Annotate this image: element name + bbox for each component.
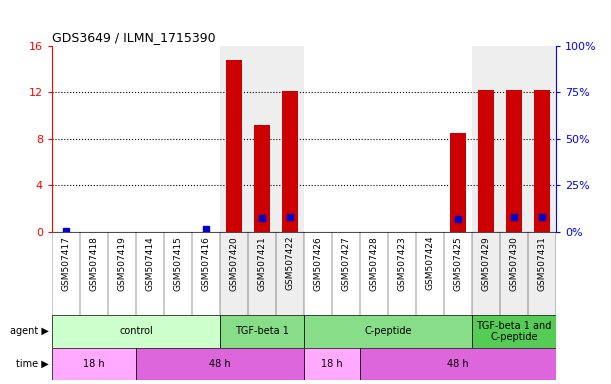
Text: 18 h: 18 h bbox=[83, 359, 104, 369]
Text: 48 h: 48 h bbox=[209, 359, 231, 369]
Bar bbox=[192, 232, 220, 315]
Bar bbox=[136, 348, 304, 380]
Text: GSM507428: GSM507428 bbox=[370, 236, 378, 291]
Bar bbox=[304, 315, 472, 348]
Bar bbox=[534, 90, 550, 232]
Text: GSM507419: GSM507419 bbox=[117, 236, 126, 291]
Bar bbox=[136, 232, 164, 315]
Bar bbox=[192, 46, 220, 232]
Bar bbox=[478, 90, 494, 232]
Bar bbox=[444, 232, 472, 315]
Bar bbox=[332, 232, 360, 315]
Bar bbox=[360, 232, 388, 315]
Text: C-peptide: C-peptide bbox=[364, 326, 412, 336]
Text: GSM507415: GSM507415 bbox=[174, 236, 183, 291]
Bar bbox=[276, 232, 304, 315]
Bar bbox=[507, 90, 522, 232]
Bar bbox=[500, 46, 528, 232]
Text: time ▶: time ▶ bbox=[16, 359, 49, 369]
Text: 48 h: 48 h bbox=[447, 359, 469, 369]
Bar bbox=[80, 46, 108, 232]
Text: GSM507420: GSM507420 bbox=[230, 236, 238, 291]
Bar bbox=[304, 46, 332, 232]
Text: GSM507414: GSM507414 bbox=[145, 236, 155, 291]
Bar bbox=[80, 232, 108, 315]
Text: 18 h: 18 h bbox=[321, 359, 343, 369]
Bar bbox=[254, 125, 269, 232]
Text: TGF-beta 1 and
C-peptide: TGF-beta 1 and C-peptide bbox=[477, 321, 552, 342]
Text: TGF-beta 1: TGF-beta 1 bbox=[235, 326, 289, 336]
Bar bbox=[248, 232, 276, 315]
Text: GDS3649 / ILMN_1715390: GDS3649 / ILMN_1715390 bbox=[52, 31, 216, 44]
Bar bbox=[52, 232, 80, 315]
Bar bbox=[500, 232, 528, 315]
Text: GSM507417: GSM507417 bbox=[62, 236, 70, 291]
Text: GSM507426: GSM507426 bbox=[313, 236, 323, 291]
Bar bbox=[450, 133, 466, 232]
Text: GSM507418: GSM507418 bbox=[89, 236, 98, 291]
Bar bbox=[444, 46, 472, 232]
Bar bbox=[52, 348, 136, 380]
Bar bbox=[108, 46, 136, 232]
Bar bbox=[416, 232, 444, 315]
Bar bbox=[248, 46, 276, 232]
Bar bbox=[108, 232, 136, 315]
Bar bbox=[164, 232, 192, 315]
Text: GSM507430: GSM507430 bbox=[510, 236, 519, 291]
Bar bbox=[528, 46, 556, 232]
Text: GSM507421: GSM507421 bbox=[257, 236, 266, 291]
Bar bbox=[416, 46, 444, 232]
Bar bbox=[388, 232, 416, 315]
Bar bbox=[388, 46, 416, 232]
Text: GSM507431: GSM507431 bbox=[538, 236, 546, 291]
Text: GSM507423: GSM507423 bbox=[398, 236, 406, 291]
Text: GSM507429: GSM507429 bbox=[481, 236, 491, 291]
Bar bbox=[52, 46, 80, 232]
Bar bbox=[282, 91, 298, 232]
Text: agent ▶: agent ▶ bbox=[10, 326, 49, 336]
Text: control: control bbox=[119, 326, 153, 336]
Bar bbox=[360, 46, 388, 232]
Bar bbox=[304, 232, 332, 315]
Bar bbox=[472, 315, 556, 348]
Bar bbox=[136, 46, 164, 232]
Bar bbox=[220, 315, 304, 348]
Bar bbox=[52, 315, 220, 348]
Bar bbox=[472, 46, 500, 232]
Bar bbox=[276, 46, 304, 232]
Bar bbox=[528, 232, 556, 315]
Text: GSM507424: GSM507424 bbox=[425, 236, 434, 290]
Text: GSM507416: GSM507416 bbox=[202, 236, 210, 291]
Bar bbox=[220, 232, 248, 315]
Bar bbox=[220, 46, 248, 232]
Bar bbox=[226, 60, 242, 232]
Bar bbox=[360, 348, 556, 380]
Bar bbox=[472, 232, 500, 315]
Text: GSM507427: GSM507427 bbox=[342, 236, 351, 291]
Text: GSM507422: GSM507422 bbox=[285, 236, 295, 290]
Bar bbox=[332, 46, 360, 232]
Bar bbox=[304, 348, 360, 380]
Text: GSM507425: GSM507425 bbox=[453, 236, 463, 291]
Bar bbox=[164, 46, 192, 232]
